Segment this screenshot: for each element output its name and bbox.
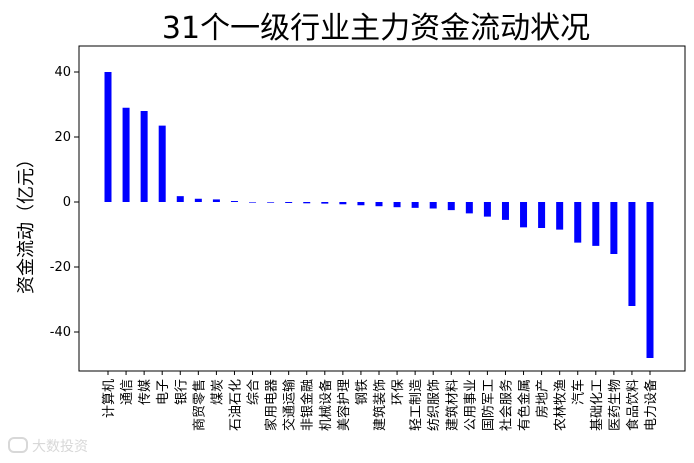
x-tick-label: 基础化工 <box>590 379 605 431</box>
bar <box>267 202 275 203</box>
bar <box>429 202 437 209</box>
bar <box>140 111 148 202</box>
bar <box>122 107 130 202</box>
x-tick-label: 商贸零售 <box>191 379 207 431</box>
bar <box>465 202 473 214</box>
bar <box>646 202 654 358</box>
bar <box>483 202 491 217</box>
bar <box>538 202 546 228</box>
bar <box>520 202 528 228</box>
bar <box>610 202 618 254</box>
x-tick-label: 轻工制造 <box>409 379 424 431</box>
x-tick-label: 传媒 <box>138 379 153 405</box>
x-tick-label: 家用电器 <box>264 379 280 431</box>
bar <box>321 202 329 204</box>
x-tick-label: 建筑材料 <box>444 379 460 431</box>
x-tick-label: 公用事业 <box>463 379 478 431</box>
x-tick-label: 食品饮料 <box>625 379 641 431</box>
watermark: 大数投资 <box>8 436 88 456</box>
x-tick-label: 综合 <box>247 379 262 405</box>
bar <box>249 202 257 203</box>
x-tick-label: 纺织服饰 <box>427 379 442 431</box>
bar <box>628 202 636 306</box>
bar <box>230 201 238 202</box>
bar <box>556 202 564 230</box>
x-tick-label: 美容护理 <box>336 379 352 431</box>
bar <box>357 202 365 206</box>
x-tick-label: 计算机 <box>102 379 117 418</box>
bar <box>393 202 401 208</box>
x-tick-label: 农林牧渔 <box>554 379 569 431</box>
x-tick-label: 银行 <box>174 379 189 405</box>
y-tick-label: 40 <box>54 65 71 80</box>
x-tick-label: 有色金属 <box>517 379 533 431</box>
plot-frame <box>78 45 686 372</box>
y-tick-label: 20 <box>54 130 71 145</box>
x-tick-label: 电子 <box>156 379 171 405</box>
x-tick-label: 机械设备 <box>318 379 334 431</box>
watermark-logo-icon <box>8 437 28 453</box>
watermark-text: 大数投资 <box>32 439 88 455</box>
y-axis-label: 资金流动（亿元） <box>16 150 37 294</box>
x-tick-label: 汽车 <box>571 379 587 405</box>
x-tick-label: 非银金融 <box>300 379 316 431</box>
x-tick-label: 社会服务 <box>498 379 514 431</box>
bar <box>303 202 311 204</box>
y-tick-label: -40 <box>50 325 71 340</box>
bar <box>285 202 293 203</box>
x-tick-label: 房地产 <box>535 379 551 418</box>
y-tick-label: 0 <box>63 195 71 210</box>
x-tick-label: 交通运输 <box>282 379 298 431</box>
bar <box>447 202 455 211</box>
bar <box>176 196 184 202</box>
bar <box>158 125 166 202</box>
bar <box>574 202 582 243</box>
x-tick-label: 国防军工 <box>480 379 496 431</box>
x-tick-label: 电力设备 <box>643 379 659 431</box>
x-tick-label: 医药生物 <box>608 379 623 431</box>
y-tick-label: -20 <box>50 260 71 275</box>
bar <box>104 72 112 202</box>
x-tick-label: 通信 <box>120 379 135 405</box>
x-tick-label: 钢铁 <box>355 379 370 405</box>
bar <box>194 198 202 202</box>
bar <box>592 202 600 246</box>
x-tick-label: 建筑装饰 <box>372 379 388 431</box>
bar <box>339 202 347 205</box>
x-tick-label: 石油石化 <box>228 379 243 431</box>
x-tick-label: 环保 <box>391 379 406 405</box>
bar <box>375 202 383 207</box>
chart-title: 31个一级行业主力资金流动状况 <box>162 11 590 46</box>
bar <box>212 199 220 202</box>
bar <box>501 202 509 220</box>
x-tick-label: 煤炭 <box>210 379 225 405</box>
bar <box>411 202 419 208</box>
plot-area: -40 -20 0 20 40 计算机 通信 传媒 电子 银行 商贸零售 煤炭 石油石化 综合 家用电器 交通… <box>50 65 659 431</box>
